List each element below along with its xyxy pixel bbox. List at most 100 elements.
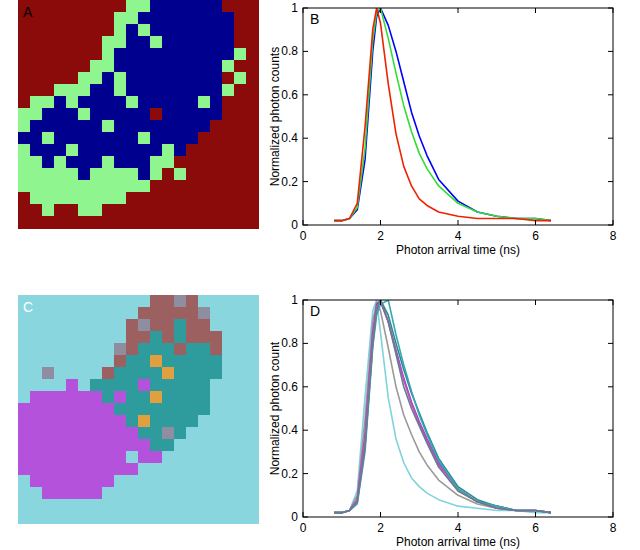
decay-curve: [334, 8, 551, 221]
map-cell: [126, 355, 139, 368]
x-tick: [613, 512, 614, 517]
map-cell: [246, 60, 259, 73]
map-cell: [186, 439, 199, 452]
map-cell: [30, 204, 43, 217]
map-cell: [162, 180, 175, 193]
map-cell: [222, 319, 235, 332]
map-cell: [234, 120, 247, 133]
map-cell: [246, 36, 259, 49]
map-cell: [102, 0, 115, 13]
map-cell: [198, 24, 211, 37]
map-cell: [234, 427, 247, 440]
map-cell: [222, 355, 235, 368]
map-cell: [162, 499, 175, 512]
map-cell: [186, 295, 199, 308]
map-cell: [78, 415, 91, 428]
map-cell: [102, 36, 115, 49]
map-cell: [42, 96, 55, 109]
map-cell: [114, 0, 127, 13]
map-cell: [90, 379, 103, 392]
map-cell: [54, 132, 67, 145]
map-cell: [246, 192, 259, 205]
map-cell: [18, 132, 31, 145]
map-cell: [246, 156, 259, 169]
map-cell: [138, 48, 151, 61]
map-cell: [102, 415, 115, 428]
map-cell: [42, 204, 55, 217]
map-cell: [234, 0, 247, 13]
map-cell: [234, 439, 247, 452]
map-cell: [150, 48, 163, 61]
map-cell: [234, 499, 247, 512]
map-cell: [78, 379, 91, 392]
map-cell: [186, 36, 199, 49]
map-cell: [66, 475, 79, 488]
map-cell: [18, 144, 31, 157]
map-cell: [222, 475, 235, 488]
map-cell: [126, 24, 139, 37]
map-cell: [198, 463, 211, 476]
map-cell: [54, 108, 67, 121]
map-cell: [90, 355, 103, 368]
map-cell: [78, 463, 91, 476]
map-cell: [102, 48, 115, 61]
map-cell: [162, 403, 175, 416]
map-cell: [90, 415, 103, 428]
map-cell: [138, 12, 151, 25]
map-cell: [90, 132, 103, 145]
map-cell: [138, 367, 151, 380]
map-cell: [126, 216, 139, 229]
map-cell: [114, 48, 127, 61]
map-cell: [54, 24, 67, 37]
map-cell: [210, 108, 223, 121]
x-tick: [535, 220, 536, 225]
x-tick: [380, 220, 381, 225]
map-cell: [186, 60, 199, 73]
map-cell: [198, 499, 211, 512]
map-cell: [90, 36, 103, 49]
map-cell: [150, 427, 163, 440]
map-cell: [102, 60, 115, 73]
map-cell: [234, 12, 247, 25]
map-cell: [42, 156, 55, 169]
x-tick: [535, 512, 536, 517]
map-cell: [174, 295, 187, 308]
map-cell: [138, 144, 151, 157]
map-cell: [90, 403, 103, 416]
map-cell: [102, 307, 115, 320]
map-cell: [126, 319, 139, 332]
map-cell: [162, 475, 175, 488]
map-cell: [18, 475, 31, 488]
map-cell: [66, 355, 79, 368]
map-cell: [126, 487, 139, 500]
map-cell: [66, 180, 79, 193]
x-tick-label: 6: [532, 521, 539, 535]
map-cell: [54, 36, 67, 49]
map-cell: [198, 204, 211, 217]
map-cell: [42, 84, 55, 97]
map-cell: [210, 451, 223, 464]
map-cell: [234, 132, 247, 145]
map-cell: [246, 379, 259, 392]
map-cell: [54, 180, 67, 193]
map-cell: [150, 379, 163, 392]
map-cell: [234, 367, 247, 380]
map-cell: [198, 84, 211, 97]
x-tick: [458, 220, 459, 225]
map-cell: [138, 511, 151, 524]
map-cell: [174, 307, 187, 320]
y-tick-label: 0.6: [281, 88, 298, 102]
map-cell: [66, 415, 79, 428]
map-cell: [174, 24, 187, 37]
map-cell: [198, 48, 211, 61]
map-cell: [210, 84, 223, 97]
map-cell: [138, 295, 151, 308]
map-cell: [210, 403, 223, 416]
map-cell: [162, 84, 175, 97]
map-cell: [126, 96, 139, 109]
map-cell: [174, 379, 187, 392]
map-cell: [162, 367, 175, 380]
map-cell: [54, 72, 67, 85]
map-cell: [246, 0, 259, 13]
map-cell: [150, 84, 163, 97]
